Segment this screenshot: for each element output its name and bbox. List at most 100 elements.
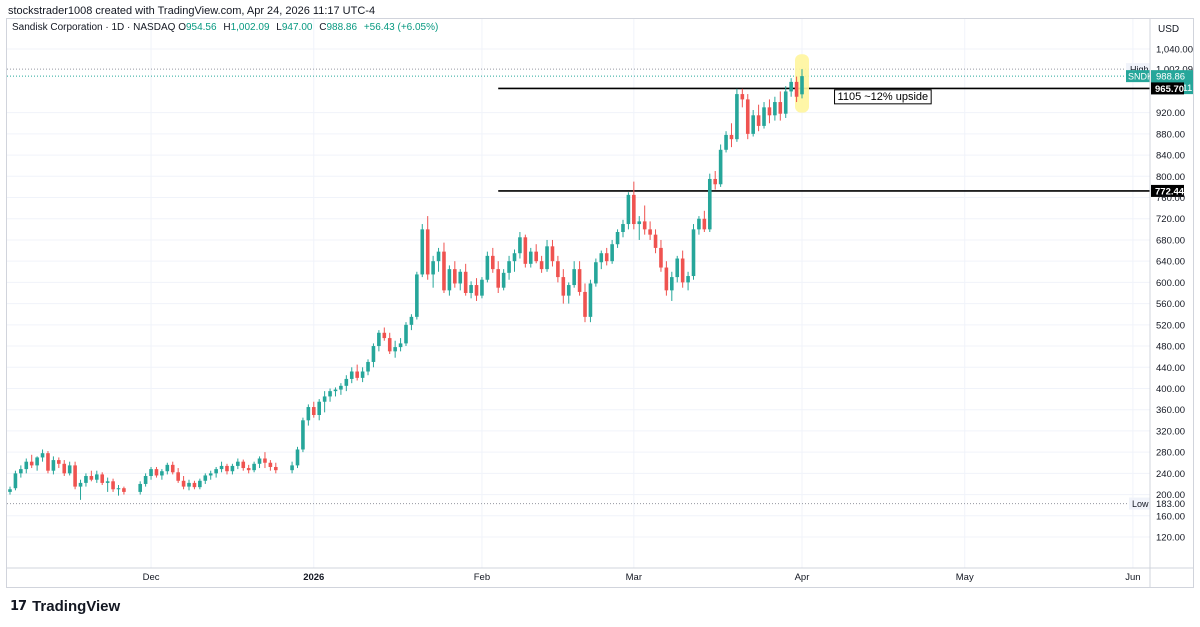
candle-body [176, 472, 180, 481]
level-price-label: 965.70 [1155, 84, 1184, 95]
close-value: 988.86 [326, 22, 358, 33]
tradingview-wordmark: TradingView [32, 598, 121, 615]
candle-body [198, 480, 202, 488]
candle-body [800, 76, 804, 95]
candle-body [170, 464, 175, 473]
candle-body [219, 465, 224, 470]
price-tick-label: 120.00 [1156, 533, 1185, 544]
candle-body [295, 449, 300, 466]
candle-body [29, 461, 34, 466]
time-tick-label: Dec [143, 572, 160, 583]
close-label: C [319, 22, 327, 33]
time-tick-label: 2026 [303, 572, 324, 583]
annotation-box [834, 89, 932, 105]
candle-body [431, 261, 435, 275]
time-tick-label: May [956, 572, 974, 583]
candle-body [420, 229, 425, 275]
candle-body [447, 269, 452, 291]
candle-body [735, 94, 739, 140]
candle-body [274, 466, 278, 471]
candle-body [57, 460, 61, 464]
level-tag-bg [1151, 184, 1184, 197]
candle-body [534, 251, 538, 262]
candle-body [67, 465, 72, 474]
candle-body [13, 473, 18, 489]
candle-body [165, 464, 170, 472]
candle-body [214, 469, 218, 474]
candle-body [463, 271, 468, 293]
candle-body [707, 178, 712, 230]
price-tick-label: 600.00 [1156, 278, 1185, 289]
change-value: +56.43 (+6.05%) [363, 22, 439, 33]
candle-body [122, 488, 126, 492]
candle-body [501, 272, 506, 288]
chart-author-line: stockstrader1008 created with TradingVie… [8, 5, 376, 17]
candle-body [35, 457, 39, 466]
candle-body [360, 371, 365, 378]
candle-body [729, 134, 734, 140]
price-tick-label: 680.00 [1156, 235, 1185, 246]
candle-body [442, 251, 446, 291]
time-tick-label: Feb [474, 572, 490, 583]
candle-body [252, 463, 256, 471]
candle-body [19, 469, 23, 474]
candle-body [415, 274, 419, 317]
candle-body [767, 107, 772, 116]
open-label: O [178, 22, 186, 33]
candle-body [105, 481, 110, 483]
last-price-label: 988.86 [1156, 72, 1185, 83]
candle-body [621, 224, 625, 232]
candle-body [583, 291, 587, 317]
candle-body [545, 246, 549, 270]
low-tag-label: Low [1132, 499, 1149, 509]
annotation-text[interactable]: 1105 ~12% upside [838, 91, 929, 103]
candle-body [138, 483, 142, 492]
candle-body [675, 258, 680, 278]
candle-body [306, 407, 311, 421]
symbol-legend: Sandisk Corporation · 1D · NASDAQ O954.5… [12, 22, 442, 33]
candle-body [160, 471, 164, 476]
candle-body [697, 218, 701, 230]
candle-body [550, 246, 555, 262]
candle-body [387, 338, 392, 352]
candle-body [626, 194, 631, 225]
price-tick-label: 400.00 [1156, 384, 1185, 395]
horizontal-levels[interactable]: 965.70 772.44 [498, 82, 1185, 197]
candle-body [490, 255, 495, 270]
currency-label: USD [1158, 24, 1179, 35]
candle-body [561, 277, 566, 296]
candle-body [740, 94, 745, 100]
tradingview-brand[interactable]: 17 TradingView [10, 598, 120, 615]
candle-body [615, 232, 620, 245]
candle-body [474, 285, 479, 296]
candle-body [404, 324, 408, 344]
candle-body [51, 460, 56, 471]
price-tick-label: 760.00 [1156, 193, 1185, 204]
candle-body [94, 474, 99, 480]
candle-body [436, 251, 441, 262]
candle-body [577, 269, 582, 292]
high-tag-label: High [1130, 65, 1149, 75]
low-value: 947.00 [281, 22, 313, 33]
high-tag-bg [1126, 63, 1150, 76]
price-tick-label: 440.00 [1156, 363, 1185, 374]
candle-body [339, 385, 343, 390]
candle-body [290, 465, 294, 471]
price-axis[interactable]: USD 120.00 160.00 200.00 240.00 280.00 320.00… [7, 19, 1193, 587]
candle-body [556, 261, 560, 278]
candle-body [322, 396, 327, 402]
candle-body [762, 107, 766, 126]
price-tick-label: 1,040.00 [1156, 45, 1193, 56]
high-value: 1,002.09 [230, 22, 270, 33]
time-axis[interactable]: Dec2026FebMarAprMayJunJul [143, 572, 1200, 583]
candle-body [745, 99, 750, 134]
candle-body [632, 194, 636, 225]
price-tick-label: 640.00 [1156, 257, 1185, 268]
candle-body [469, 285, 473, 293]
candle-body [268, 462, 273, 467]
annotation[interactable]: 1105 ~12% upside [834, 89, 932, 105]
candle-body [371, 346, 376, 362]
candle-body [89, 476, 94, 480]
